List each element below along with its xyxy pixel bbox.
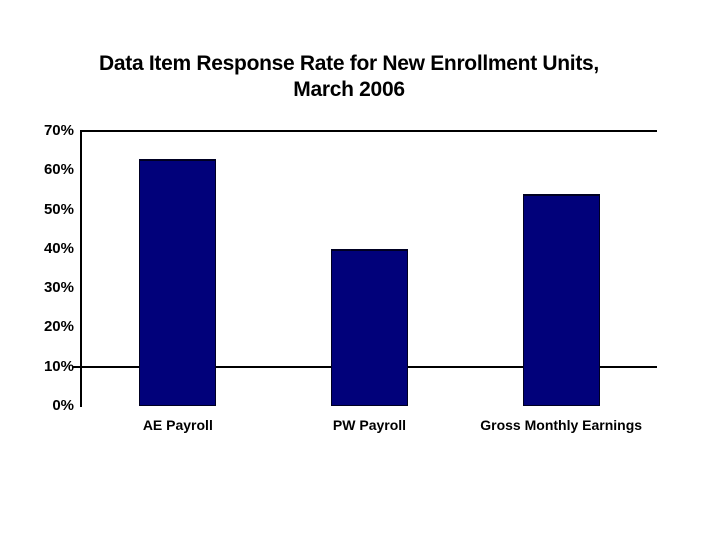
x-axis-category-label: Gross Monthly Earnings (480, 417, 643, 433)
y-axis-tick-label: 0% (52, 397, 74, 414)
chart-title-line-2: March 2006 (293, 78, 405, 101)
y-axis-tick-label: 20% (43, 318, 74, 336)
bar-pw-payroll (331, 248, 408, 406)
y-axis-tick-label: 40% (43, 239, 74, 257)
bar-gross-monthly-earnings (522, 193, 600, 406)
y-axis-tick-label: 50% (43, 200, 74, 218)
y-axis-line (80, 130, 82, 407)
y-axis-tick-label: 10% (43, 357, 74, 375)
y-axis-tick-mark (73, 365, 80, 368)
chart-title-line-1: Data Item Response Rate for New Enrollme… (99, 52, 599, 75)
y-axis-tick-label: 70% (43, 122, 74, 139)
y-axis-tick-label: 60% (43, 161, 74, 179)
x-axis-category-label: AE Payroll (142, 417, 213, 433)
chart-title: Data Item Response Rate for New Enrollme… (59, 51, 639, 103)
bar-ae-payroll (139, 158, 217, 406)
y-axis-tick-label: 30% (43, 279, 74, 297)
gridline-70pct (82, 130, 657, 132)
x-axis-category-label: PW Payroll (332, 417, 407, 433)
